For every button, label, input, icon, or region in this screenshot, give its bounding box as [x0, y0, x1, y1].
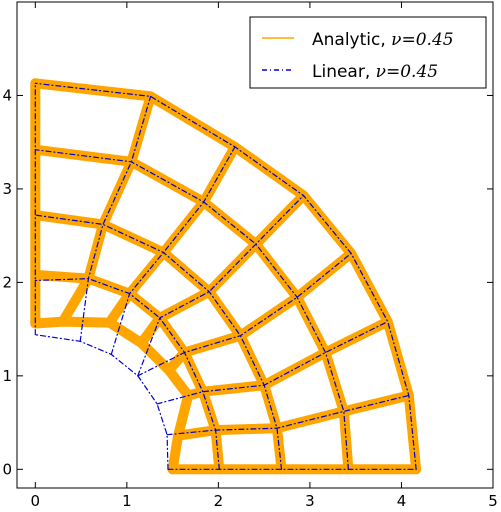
linear-ring-4 [34, 82, 417, 470]
linear-ring-1 [34, 278, 220, 470]
linear-mesh [34, 82, 417, 470]
legend-box [249, 16, 487, 89]
x-tick-label: 3 [305, 492, 315, 510]
x-tick-label: 0 [31, 492, 41, 510]
legend: Analytic, ν=0.45 Linear, ν=0.45 [249, 16, 487, 89]
linear-radial-1 [166, 394, 410, 436]
x-tick-label: 5 [488, 492, 498, 510]
analytic-ring-0 [30, 316, 194, 475]
linear-radial-2 [156, 321, 389, 405]
y-tick-label: 1 [2, 367, 12, 385]
y-tick-label: 4 [2, 86, 12, 104]
linear-radial-5 [110, 146, 236, 355]
legend-label-analytic: Analytic, ν=0.45 [312, 30, 454, 50]
y-tick-label: 3 [2, 180, 12, 198]
legend-label-linear: Linear, ν=0.45 [312, 62, 438, 82]
linear-radial-3 [137, 252, 352, 377]
y-tick-label: 2 [2, 273, 12, 291]
linear-ring-2 [34, 214, 283, 470]
x-tick-label: 2 [214, 492, 224, 510]
linear-ring-3 [34, 149, 349, 470]
linear-radial-4 [137, 194, 305, 377]
x-tick-label: 1 [122, 492, 132, 510]
y-tick-label: 0 [2, 460, 12, 478]
analytic-radial-6 [57, 91, 156, 327]
axes-frame [16, 1, 494, 489]
x-tick-label: 4 [397, 492, 407, 510]
